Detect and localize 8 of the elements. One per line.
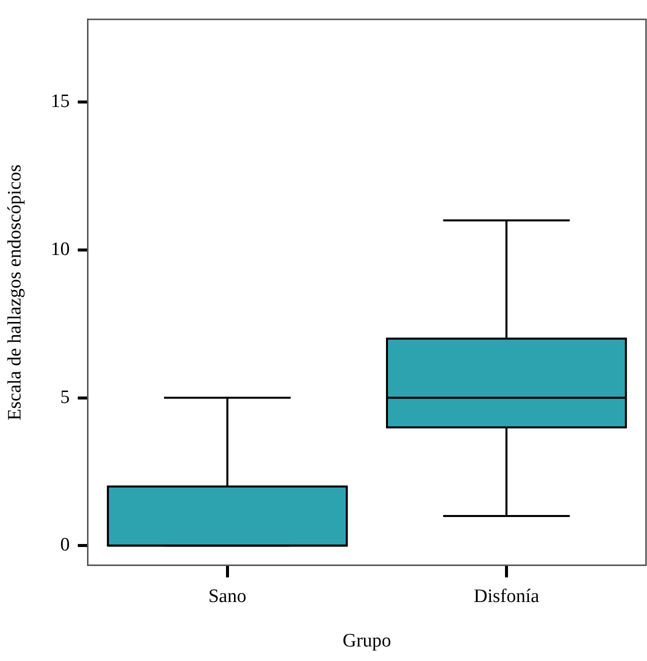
x-tick-label: Disfonía [474, 586, 540, 607]
y-tick-label: 5 [60, 386, 70, 408]
y-tick-label: 10 [50, 238, 70, 260]
y-tick-label: 0 [60, 534, 70, 556]
x-tick-label: Sano [208, 586, 246, 607]
x-axis-title: Grupo [342, 630, 392, 652]
y-tick-label: 15 [50, 91, 70, 112]
y-axis-title: Escala de hallazgos endoscópicos [4, 164, 26, 420]
